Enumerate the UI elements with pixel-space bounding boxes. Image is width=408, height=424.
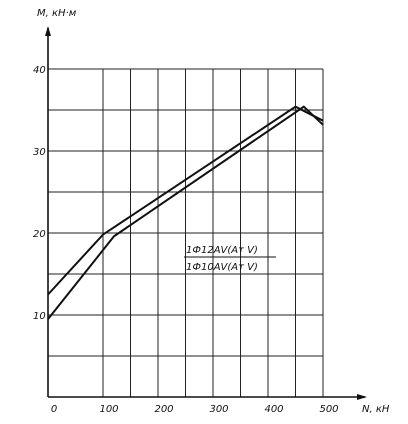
- series-line-1: [47, 105, 324, 296]
- series-line-2: [47, 105, 324, 320]
- x-tick-label: 100: [99, 404, 118, 415]
- x-tick-label: 500: [319, 404, 338, 415]
- x-tick-label: 400: [264, 404, 283, 415]
- x-tick-label: 300: [209, 404, 228, 415]
- y-axis-arrow-icon: [45, 26, 51, 36]
- y-tick-label: 40: [33, 65, 46, 76]
- y-tick-label: 30: [33, 147, 46, 158]
- x-tick-label: 200: [154, 404, 173, 415]
- x-axis-label: N, кН: [362, 404, 390, 415]
- series-lines: [47, 105, 324, 320]
- x-axis-arrow-icon: [357, 394, 367, 400]
- y-tick-label: 10: [33, 311, 46, 322]
- legend-line-2: 1Ф10АⅤ(Aт Ⅴ): [186, 262, 258, 273]
- y-tick-label: 20: [33, 229, 46, 240]
- tick-labels: 0 100 200 300 400 500 10 20 30 40: [33, 65, 339, 415]
- axes: [45, 26, 367, 400]
- legend: 1Ф12АⅤ(Aт Ⅴ) 1Ф10АⅤ(Aт Ⅴ): [184, 245, 276, 273]
- grid: [48, 68, 324, 397]
- y-axis-label: M, кН·м: [37, 8, 77, 19]
- x-tick-label: 0: [51, 404, 57, 415]
- legend-line-1: 1Ф12АⅤ(Aт Ⅴ): [186, 245, 258, 256]
